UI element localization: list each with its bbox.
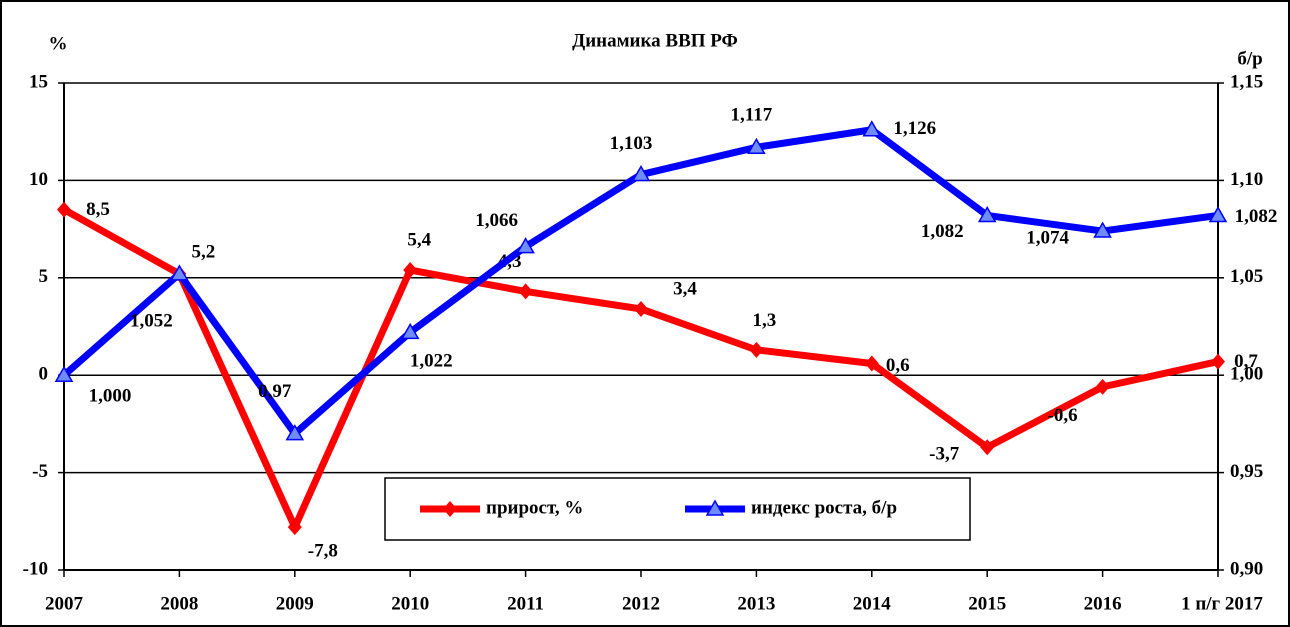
marker [634, 300, 648, 317]
data-label: 5,4 [407, 229, 431, 250]
data-label: 0,7 [1234, 351, 1258, 372]
y2-tick-label: 1,15 [1230, 71, 1263, 92]
x-tick-label: 2008 [160, 593, 198, 614]
data-label: 3,4 [673, 278, 697, 299]
marker [518, 283, 533, 300]
data-label: 1,000 [89, 386, 132, 407]
marker [1211, 353, 1225, 370]
marker [54, 365, 74, 382]
data-label: 1,3 [753, 310, 777, 331]
y2-tick-label: 0,95 [1230, 461, 1263, 482]
marker [285, 424, 305, 441]
x-tick-label: 2011 [507, 593, 544, 614]
x-tick-label: 2009 [276, 593, 314, 614]
marker [977, 205, 997, 223]
y2-tick-label: 1,05 [1230, 266, 1263, 287]
data-label: 1,082 [921, 221, 964, 242]
data-label: 1,082 [1235, 206, 1278, 227]
data-label: 1,074 [1026, 227, 1069, 248]
x-tick-label: 2010 [391, 593, 429, 614]
marker [516, 237, 535, 254]
marker [400, 322, 420, 340]
x-tick-label: 2016 [1084, 593, 1122, 614]
x-tick-label: 2015 [968, 593, 1006, 614]
y-tick-label: -5 [32, 461, 48, 482]
marker [1095, 378, 1110, 395]
x-tick-label: 2013 [737, 593, 775, 614]
marker [749, 341, 764, 358]
legend-marker [443, 501, 457, 517]
data-label: 5,2 [192, 241, 216, 262]
marker [747, 137, 766, 155]
x-tick-label: 2007 [45, 593, 84, 614]
y-tick-label: -10 [23, 558, 48, 579]
data-label: 1,066 [475, 210, 518, 231]
data-label: -0,6 [1048, 405, 1078, 426]
data-label: 1,103 [610, 133, 653, 154]
data-label: -3,7 [929, 444, 960, 465]
marker [170, 264, 189, 281]
marker [287, 519, 302, 536]
marker [864, 355, 879, 372]
x-tick-label: 2012 [622, 593, 660, 614]
data-label: -7,8 [308, 541, 338, 562]
data-label: 8,5 [86, 199, 110, 220]
y2-tick-label: 1,10 [1230, 169, 1263, 190]
marker [403, 262, 418, 279]
y-axis-label: % [49, 33, 68, 54]
y-tick-label: 5 [39, 266, 49, 287]
y2-tick-label: 0,90 [1230, 558, 1263, 579]
data-label: 0,6 [886, 355, 910, 376]
marker [980, 439, 995, 456]
legend-label: индекс роста, б/р [751, 497, 897, 518]
marker [1208, 205, 1228, 223]
legend-marker [705, 499, 725, 516]
data-label: 1,022 [410, 351, 453, 372]
legend-box [384, 477, 971, 541]
marker [57, 201, 71, 218]
y-tick-label: 10 [29, 169, 48, 190]
y2-tick-label: 1,00 [1230, 364, 1263, 385]
y2-axis-label: б/р [1237, 48, 1262, 69]
y-tick-label: 15 [29, 71, 48, 92]
data-label: 1,052 [130, 310, 173, 331]
data-label: 1,117 [731, 105, 773, 126]
legend-label: прирост, % [486, 497, 583, 518]
x-tick-label: 2014 [853, 593, 892, 614]
marker [1093, 221, 1112, 238]
marker [631, 165, 651, 182]
marker [862, 120, 882, 137]
y-tick-label: 0 [39, 364, 49, 385]
x-tick-label: 1 п/г 2017 [1181, 593, 1263, 614]
data-label: 1,126 [893, 118, 936, 139]
data-label: 0,97 [258, 381, 292, 402]
chart-title: Динамика ВВП РФ [572, 30, 738, 51]
